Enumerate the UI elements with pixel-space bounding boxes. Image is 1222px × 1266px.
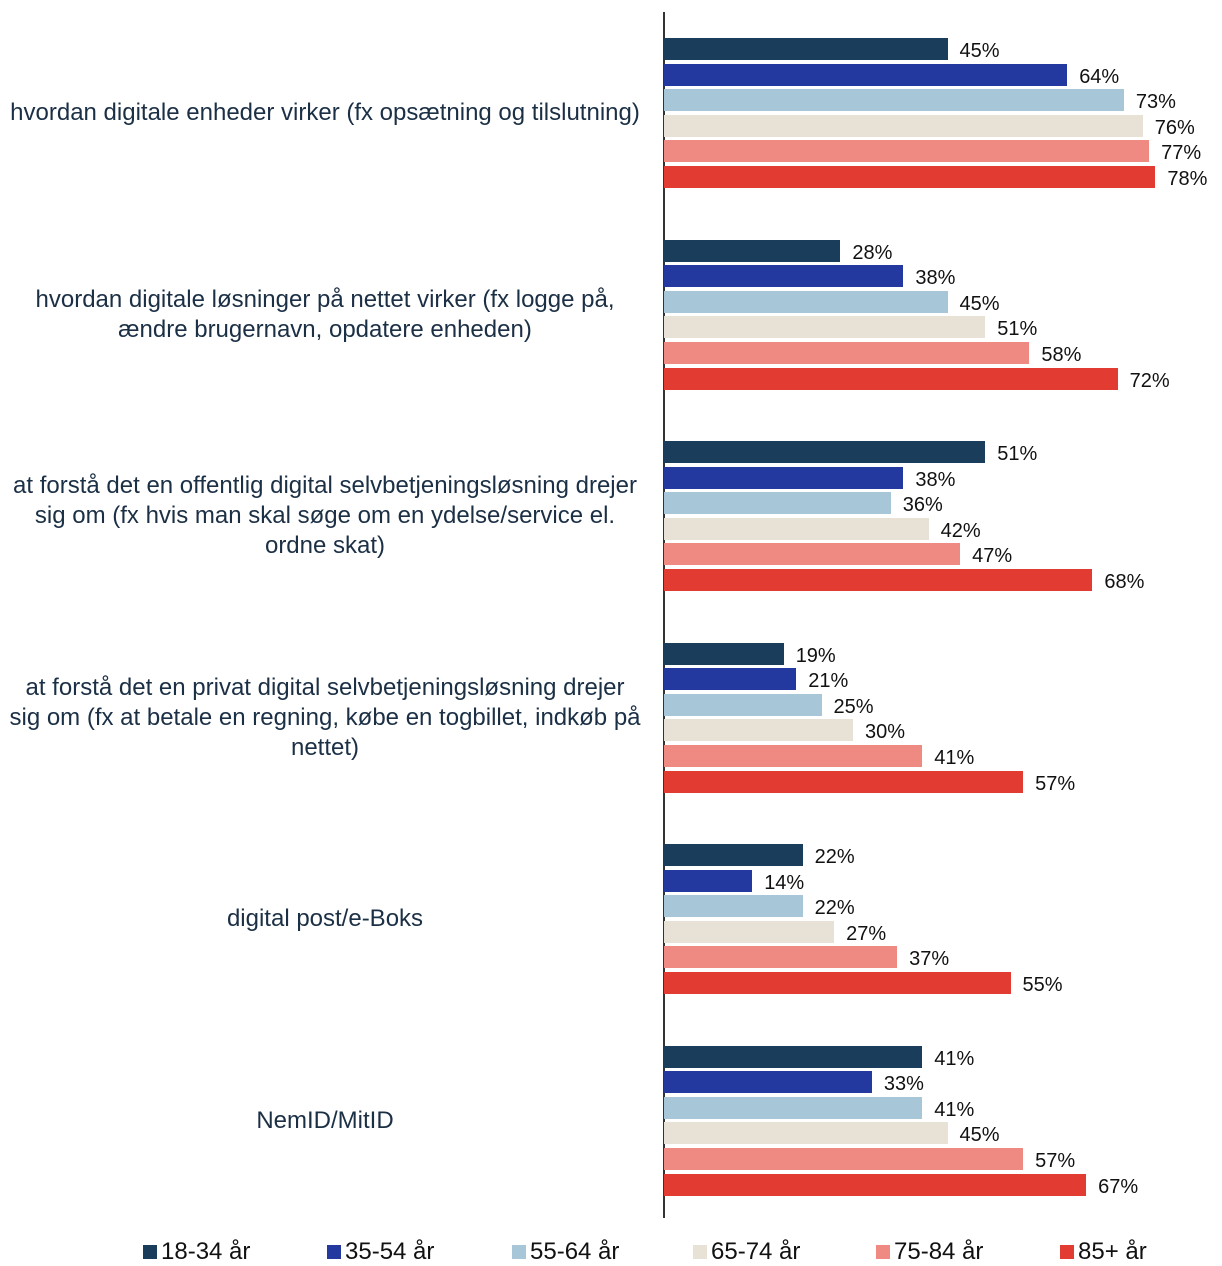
bar <box>664 1122 948 1145</box>
bar <box>664 744 923 767</box>
value-label: 22% <box>814 846 855 868</box>
category-label: NemID/MitID <box>256 1106 394 1134</box>
legend-swatch <box>327 1245 341 1259</box>
legend-label: 35-54 år <box>345 1238 435 1265</box>
category-label: hvordan digitale enheder virker (fx opsæ… <box>10 99 640 126</box>
bar <box>664 466 904 489</box>
legend-item: 85+ år <box>1060 1238 1147 1266</box>
value-label: 19% <box>795 644 836 667</box>
value-label: 77% <box>1161 142 1202 165</box>
bar <box>664 341 1030 364</box>
legend-label: 65-74 år <box>711 1238 801 1265</box>
value-label: 72% <box>1129 369 1170 392</box>
bar <box>664 844 803 866</box>
bar <box>664 668 797 691</box>
legend-label: 55-64 år <box>530 1238 620 1265</box>
legend-label: 85+ år <box>1078 1238 1147 1265</box>
bar <box>664 895 803 918</box>
category-label: at forstå det en offentlig digital selvb… <box>13 472 637 559</box>
value-label: 22% <box>814 897 855 920</box>
legend-swatch <box>512 1245 526 1259</box>
value-label: 42% <box>940 519 981 542</box>
value-label: 41% <box>934 1098 975 1121</box>
bar <box>664 63 1068 86</box>
bar <box>664 1147 1024 1170</box>
legend-item: 55-64 år <box>512 1238 619 1266</box>
value-label: 57% <box>1035 772 1076 795</box>
bar <box>664 693 822 716</box>
value-label: 27% <box>846 922 887 945</box>
legend-swatch <box>1060 1245 1074 1259</box>
value-label: 37% <box>909 948 950 971</box>
value-label: 33% <box>883 1073 924 1096</box>
bar <box>664 290 948 313</box>
value-label: 51% <box>997 443 1038 465</box>
bar <box>664 367 1118 390</box>
bar <box>664 316 986 339</box>
value-label: 47% <box>972 545 1013 568</box>
value-label: 57% <box>1035 1149 1076 1172</box>
legend-item: 35-54 år <box>327 1238 434 1266</box>
bar <box>664 441 986 463</box>
value-label: 25% <box>833 695 874 718</box>
axis-line <box>663 12 665 1218</box>
bar <box>664 543 961 566</box>
value-label: 38% <box>915 267 956 290</box>
bar <box>664 1096 923 1119</box>
legend-swatch <box>143 1245 157 1259</box>
category-label: hvordan digitale løsninger på nettet vir… <box>35 285 615 343</box>
value-label: 78% <box>1167 168 1208 190</box>
value-label: 14% <box>764 871 805 894</box>
legend-label: 18-34 år <box>161 1238 251 1265</box>
bar <box>664 920 835 943</box>
category-label: at forstå det en privat digital selvbetj… <box>9 673 641 761</box>
bar <box>664 265 904 288</box>
value-label: 73% <box>1135 91 1176 114</box>
bar <box>664 1071 872 1094</box>
bar <box>664 1045 923 1068</box>
bar <box>664 140 1150 163</box>
value-label: 51% <box>997 318 1038 341</box>
bar <box>664 114 1143 137</box>
bar <box>664 492 891 515</box>
value-label: 67% <box>1098 1175 1139 1198</box>
bar <box>664 972 1011 994</box>
bar <box>664 770 1024 793</box>
value-label: 21% <box>808 670 849 693</box>
bar <box>664 719 853 742</box>
value-label: 45% <box>959 40 1000 62</box>
value-label: 68% <box>1104 571 1145 593</box>
bar <box>664 1173 1087 1196</box>
bar <box>664 239 841 262</box>
bar <box>664 517 929 540</box>
bar <box>664 869 753 892</box>
bar <box>664 166 1156 188</box>
value-label: 38% <box>915 468 956 491</box>
category-label: digital post/e-Boks <box>226 905 424 932</box>
legend-swatch <box>876 1245 890 1259</box>
bar <box>664 38 948 60</box>
value-label: 41% <box>934 746 975 769</box>
bar <box>664 642 784 665</box>
value-label: 41% <box>934 1047 975 1070</box>
value-label: 30% <box>865 721 906 744</box>
legend-item: 75-84 år <box>876 1238 983 1266</box>
value-label: 76% <box>1154 116 1195 139</box>
bar <box>664 946 898 969</box>
value-label: 28% <box>852 241 893 264</box>
bar <box>664 89 1124 112</box>
legend-swatch <box>693 1245 707 1259</box>
bar <box>664 569 1093 591</box>
value-label: 64% <box>1079 65 1120 88</box>
value-label: 45% <box>959 292 1000 315</box>
legend-item: 65-74 år <box>693 1238 800 1266</box>
value-label: 55% <box>1022 974 1063 996</box>
value-label: 36% <box>902 494 943 517</box>
legend-label: 75-84 år <box>894 1238 984 1265</box>
value-label: 58% <box>1041 343 1082 366</box>
legend-item: 18-34 år <box>143 1238 250 1266</box>
value-label: 45% <box>959 1124 1000 1147</box>
